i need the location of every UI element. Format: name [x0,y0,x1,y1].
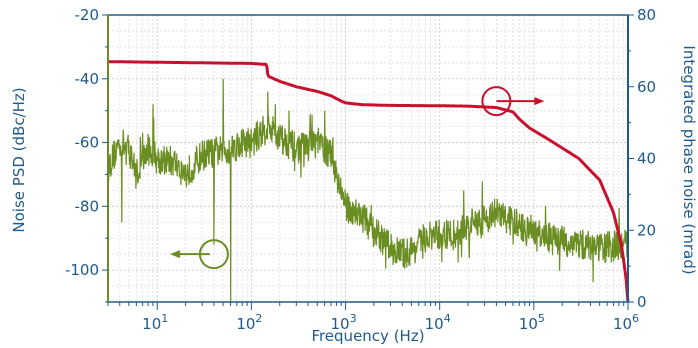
y-right-tick-label: 0 [637,293,647,311]
y-axis-right-label: Integrated phase noise (mrad) [680,45,698,274]
y-left-tick-label: -100 [65,261,99,279]
axes: 101 102 103 104 105 106 -20 -40 -60 -80 -100 80 60 40… [65,6,656,333]
y-left-tick-label: -80 [75,197,100,215]
series-integrated-line [108,60,630,303]
x-tick-label: 105 [519,312,545,333]
series-psd-line [107,78,629,303]
annotation-arrow-head [534,97,545,106]
x-tick-label: 104 [425,312,451,333]
x-tick-label: 103 [330,312,356,333]
series-layer [107,60,630,303]
x-axis-label: Frequency (Hz) [311,327,424,345]
y-right-tick-label: 60 [637,78,656,96]
annotation-arrow-head [169,250,180,259]
x-tick-label: 101 [142,312,168,333]
y-axis-left-label: Noise PSD (dBc/Hz) [10,87,28,232]
annotation-layer [169,86,545,270]
y-right-tick-label: 80 [637,6,656,24]
x-tick-label: 102 [236,312,262,333]
y-right-tick-label: 40 [637,150,656,168]
y-left-tick-label: -40 [75,70,100,88]
grid [107,14,629,303]
y-left-tick-label: -60 [75,134,100,152]
x-tick-label: 106 [613,312,639,333]
y-left-tick-label: -20 [75,6,100,24]
y-right-tick-label: 20 [637,221,656,239]
